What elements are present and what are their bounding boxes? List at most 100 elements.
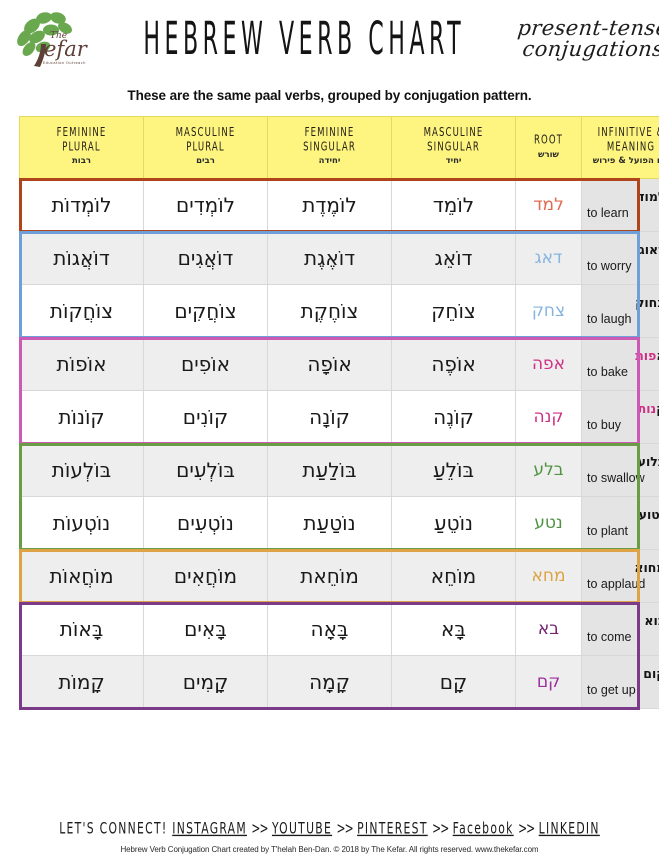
infinitive-hebrew: ללמוד [637, 189, 659, 205]
header-row: FEMININE PLURAL רבות MASCULINE PLURAL רבים FEM… [19, 116, 659, 179]
meaning-english: to learn [587, 205, 629, 220]
cell-masculine-singular: בָּא [391, 602, 516, 656]
cell-infinitive-meaning: לבוא to come [581, 602, 659, 656]
column-header-en: ROOT [533, 132, 563, 148]
cell-infinitive-meaning: לצחוקto laugh [581, 284, 659, 338]
column-header-he: רבות [71, 155, 92, 166]
cell-feminine-plural: קָמוֹת [19, 655, 144, 709]
column-header-he: יחידה [318, 155, 341, 166]
social-link-facebook[interactable]: Facebook [452, 818, 514, 838]
separator-icon: >> [515, 818, 537, 838]
meaning-english: to worry [587, 258, 632, 273]
tree-logo-icon: efar The Education Outreach [17, 12, 89, 67]
cell-masculine-plural: בּוֹלְעִים [143, 443, 268, 497]
svg-text:The: The [50, 31, 67, 41]
cell-infinitive-meaning: לבלועto swallow [581, 443, 659, 497]
separator-icon: >> [429, 818, 451, 838]
cell-root: קם [515, 655, 582, 709]
cell-masculine-plural: לוֹמְדִים [143, 178, 268, 232]
infinitive-hebrew: לאפות [635, 348, 659, 364]
column-header-he: יחיד [445, 155, 462, 166]
cell-masculine-singular: קָם [391, 655, 516, 709]
cell-infinitive-meaning: לאפות to bake [581, 337, 659, 391]
meaning-english: to come [587, 629, 632, 644]
copyright-text: Hebrew Verb Conjugation Chart created by… [120, 845, 539, 854]
cell-masculine-plural: קוֹנִים [143, 390, 268, 444]
column-header-0: FEMININE PLURAL רבות [19, 116, 144, 179]
page-header: efar The Education Outreach HEBREW VERB … [0, 0, 659, 78]
cell-root: למד [515, 178, 582, 232]
cell-feminine-plural: אוֹפוֹת [19, 337, 144, 391]
infinitive-hebrew: לנטוע [638, 507, 659, 523]
social-link-linkedin[interactable]: LINKEDIN [538, 818, 600, 838]
kefar-logo: efar The Education Outreach [10, 6, 102, 72]
table-row: צוֹחֲקוֹתצוֹחֲקִיםצוֹחֶקֶתצוֹחֵקצחקלצחוק… [19, 284, 659, 338]
cell-root: מחא [515, 549, 582, 603]
cell-feminine-singular: קוֹנָה [267, 390, 392, 444]
column-header-en: MASCULINE PLURAL [175, 125, 236, 155]
cell-infinitive-meaning: ללמוד to learn [581, 178, 659, 232]
column-header-en: INFINITIVE & MEANING [597, 125, 659, 155]
cell-masculine-singular: קוֹנֶה [391, 390, 516, 444]
cell-masculine-singular: אוֹפֶה [391, 337, 516, 391]
cell-feminine-singular: צוֹחֶקֶת [267, 284, 392, 338]
cell-feminine-plural: קוֹנוֹת [19, 390, 144, 444]
meaning-english: to swallow [587, 470, 645, 485]
cell-masculine-plural: נוֹטְעִים [143, 496, 268, 550]
table-row: לוֹמְדוֹתלוֹמְדִיםלוֹמֶדֶתלוֹמֵדלמדללמוד… [19, 178, 659, 232]
cell-feminine-singular: אוֹפָה [267, 337, 392, 391]
cell-masculine-singular: צוֹחֵק [391, 284, 516, 338]
cell-feminine-plural: צוֹחֲקוֹת [19, 284, 144, 338]
svg-text:Education Outreach: Education Outreach [43, 61, 86, 65]
meaning-english: to bake [587, 364, 629, 379]
infinitive-hebrew: לקום [643, 666, 659, 682]
infinitive-hebrew: לבלוע [637, 454, 659, 470]
separator-icon: >> [248, 818, 270, 838]
cell-feminine-plural: לוֹמְדוֹת [19, 178, 144, 232]
cell-masculine-singular: מוֹחֵא [391, 549, 516, 603]
table-body: לוֹמְדוֹתלוֹמְדִיםלוֹמֶדֶתלוֹמֵדלמדללמוד… [19, 178, 659, 709]
cell-masculine-plural: אוֹפִים [143, 337, 268, 391]
column-header-4: ROOT שורש [515, 116, 582, 179]
cell-root: דאג [515, 231, 582, 285]
cell-root: בלע [515, 443, 582, 497]
column-header-en: FEMININE PLURAL [56, 125, 107, 155]
cell-infinitive-meaning: לקנות to buy [581, 390, 659, 444]
cell-infinitive-meaning: לנטוע to plant [581, 496, 659, 550]
cell-masculine-singular: נוֹטֵעַ [391, 496, 516, 550]
infinitive-hebrew: לצחוק [635, 295, 659, 311]
meaning-english: to get up [587, 682, 636, 697]
meaning-english: to buy [587, 417, 622, 432]
cell-feminine-singular: נוֹטַעַת [267, 496, 392, 550]
social-link-instagram[interactable]: INSTAGRAM [172, 818, 247, 838]
meaning-english: to laugh [587, 311, 632, 326]
table-row: נוֹטְעוֹתנוֹטְעִיםנוֹטַעַתנוֹטֵעַנטעלנטו… [19, 496, 659, 550]
table-row: בּוֹלְעוֹת בּוֹלְעִים בּוֹלַעַת בּוֹלֵעַ בלע… [19, 443, 659, 497]
table-row: קָמוֹתקָמִיםקָמָהקָםקם לקום to get up [19, 655, 659, 709]
page-footer: LET'S CONNECT! INSTAGRAM >> YOUTUBE >> P… [0, 818, 659, 854]
cell-masculine-plural: קָמִים [143, 655, 268, 709]
cell-feminine-plural: בּוֹלְעוֹת [19, 443, 144, 497]
column-header-3: MASCULINE SINGULAR יחיד [391, 116, 516, 179]
cell-feminine-singular: בּוֹלַעַת [267, 443, 392, 497]
infinitive-hebrew: לדאוג [639, 242, 659, 258]
chart-subtitle: These are the same paal verbs, grouped b… [127, 88, 532, 103]
cell-masculine-singular: דוֹאֵג [391, 231, 516, 285]
column-header-he: שם הפועל & פירוש [592, 155, 659, 166]
cell-feminine-singular: מוֹחֵאת [267, 549, 392, 603]
title-container: HEBREW VERB CHART [102, 13, 500, 66]
cell-feminine-plural: נוֹטְעוֹת [19, 496, 144, 550]
column-header-en: MASCULINE SINGULAR [423, 125, 484, 155]
cell-masculine-plural: בָּאִים [143, 602, 268, 656]
table-row: דוֹאֲגוֹתדוֹאֲגִיםדוֹאֶגֶתדוֹאֵגדאגלדאוג… [19, 231, 659, 285]
column-header-he: שורש [538, 150, 559, 161]
verb-chart-area: FEMININE PLURAL רבות MASCULINE PLURAL רבים FEM… [19, 116, 659, 710]
cell-masculine-singular: בּוֹלֵעַ [391, 443, 516, 497]
script-subtitle: present-tense conjugations [500, 16, 659, 61]
social-link-youtube[interactable]: YOUTUBE [271, 818, 333, 838]
cell-feminine-singular: דוֹאֶגֶת [267, 231, 392, 285]
infinitive-hebrew: למחוא [634, 560, 659, 576]
cell-masculine-plural: דוֹאֲגִים [143, 231, 268, 285]
social-link-pinterest[interactable]: PINTEREST [357, 818, 428, 838]
cell-masculine-singular: לוֹמֵד [391, 178, 516, 232]
